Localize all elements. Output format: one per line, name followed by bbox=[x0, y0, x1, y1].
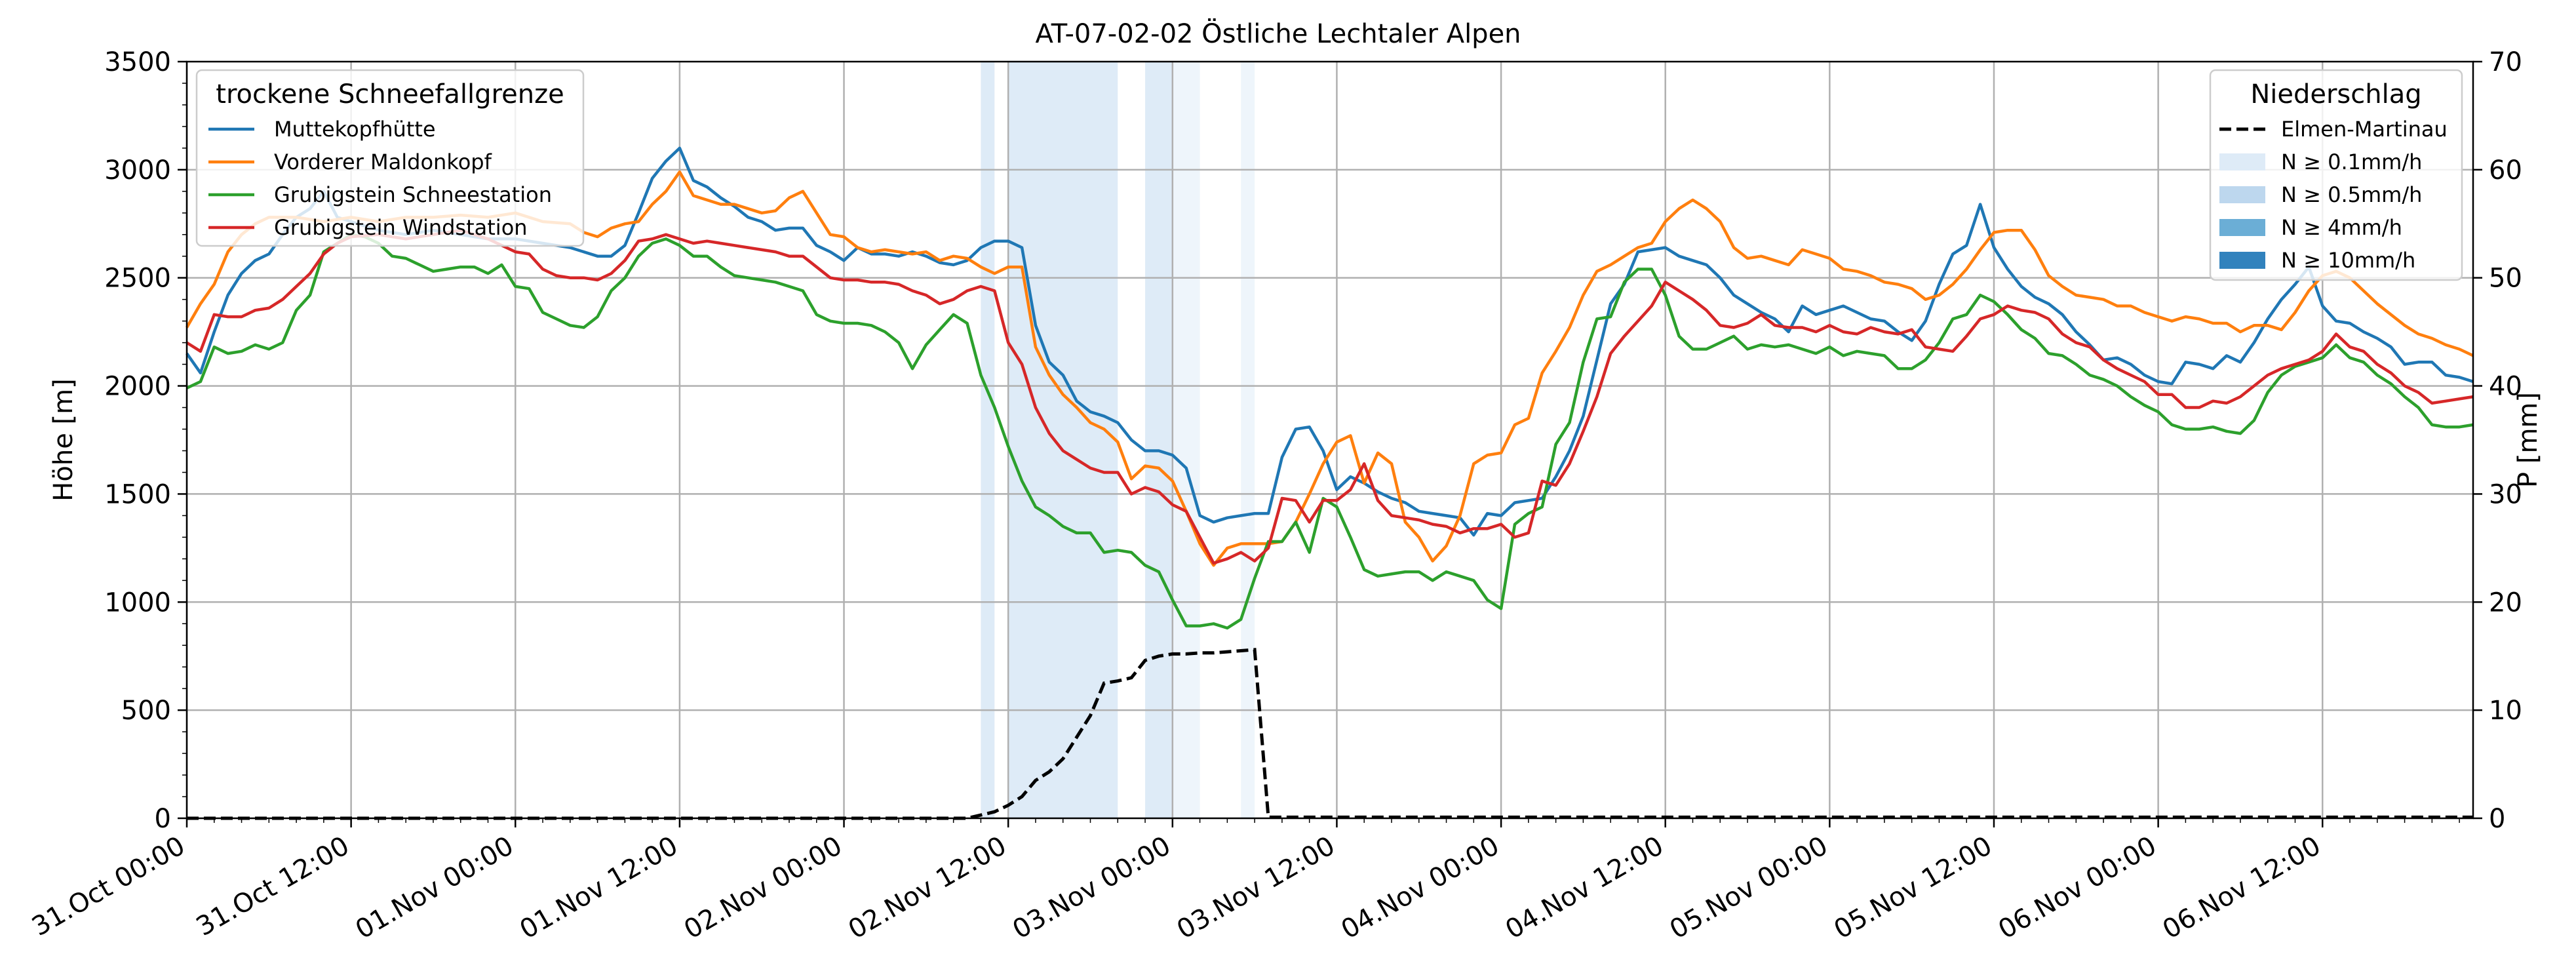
series-line-elmen-martinau bbox=[187, 648, 2473, 820]
chart-title: AT-07-02-02 Östliche Lechtaler Alpen bbox=[1035, 18, 1521, 49]
y-axis-title: Höhe [m] bbox=[49, 378, 79, 501]
series-lines bbox=[185, 146, 2474, 820]
y2-tick-label: 60 bbox=[2489, 155, 2522, 186]
y2-tick-label: 10 bbox=[2489, 696, 2522, 726]
legend-swatch bbox=[2219, 252, 2265, 269]
legend-item: N ≥ 0.1mm/h bbox=[2281, 149, 2422, 174]
legend-item: N ≥ 4mm/h bbox=[2281, 215, 2402, 240]
legend-item: Vorderer Maldonkopf bbox=[274, 149, 492, 174]
precip-band-3 bbox=[1172, 62, 1200, 818]
y-tick-label: 0 bbox=[155, 804, 171, 834]
legend-item: Elmen-Martinau bbox=[2281, 117, 2448, 142]
legend-swatch bbox=[2219, 186, 2265, 203]
y-tick-label: 500 bbox=[121, 696, 171, 726]
y2-tick-label: 40 bbox=[2489, 372, 2522, 402]
plot-frame bbox=[185, 60, 2474, 820]
precip-band-2 bbox=[1145, 62, 1173, 818]
legend-item: Grubigstein Windstation bbox=[274, 215, 528, 240]
y2-tick-label: 50 bbox=[2489, 264, 2522, 294]
legend-item: Muttekopfhütte bbox=[274, 117, 436, 142]
series-line-grubigstein-schneestation bbox=[186, 233, 2474, 630]
y-tick-label: 1000 bbox=[104, 587, 171, 618]
legend-item: N ≥ 10mm/h bbox=[2281, 248, 2415, 273]
series-line-grubigstein-windstation bbox=[185, 228, 2474, 565]
legend-title: Niederschlag bbox=[2250, 79, 2421, 109]
series-line-muttekopfh-tte bbox=[185, 146, 2474, 537]
precip-band-4 bbox=[1241, 62, 1255, 818]
legend-swatch bbox=[2219, 219, 2265, 236]
precip-band-1 bbox=[1008, 62, 1118, 818]
legend-title: trockene Schneefallgrenze bbox=[216, 79, 564, 109]
legend-precipitation: Niederschlag Elmen-Martinau N ≥ 0.1mm/h N ≥… bbox=[2209, 69, 2463, 281]
precip-band-0 bbox=[981, 62, 995, 818]
legend-item: N ≥ 0.5mm/h bbox=[2281, 182, 2422, 207]
y-tick-label: 2500 bbox=[104, 264, 171, 294]
legend-swatch bbox=[2219, 153, 2265, 170]
y-tick-label: 1500 bbox=[104, 479, 171, 509]
y2-tick-label: 30 bbox=[2489, 479, 2522, 509]
y2-axis-title: P [mm] bbox=[2513, 392, 2543, 488]
y2-tick-label: 0 bbox=[2489, 804, 2505, 834]
series-line-vorderer-maldonkopf bbox=[185, 170, 2474, 567]
legend-snowline: trockene Schneefallgrenze Muttekopfhütte V… bbox=[195, 69, 585, 247]
y2-tick-label: 20 bbox=[2489, 587, 2522, 618]
y-tick-label: 3000 bbox=[104, 155, 171, 186]
legend-frame bbox=[2209, 69, 2463, 281]
y-tick-label: 3500 bbox=[104, 47, 171, 77]
legend-frame bbox=[195, 69, 585, 247]
precipitation-bands bbox=[981, 62, 1255, 818]
y2-tick-label: 70 bbox=[2489, 47, 2522, 77]
y-tick-label: 2000 bbox=[104, 372, 171, 402]
legend-item: Grubigstein Schneestation bbox=[274, 182, 552, 207]
